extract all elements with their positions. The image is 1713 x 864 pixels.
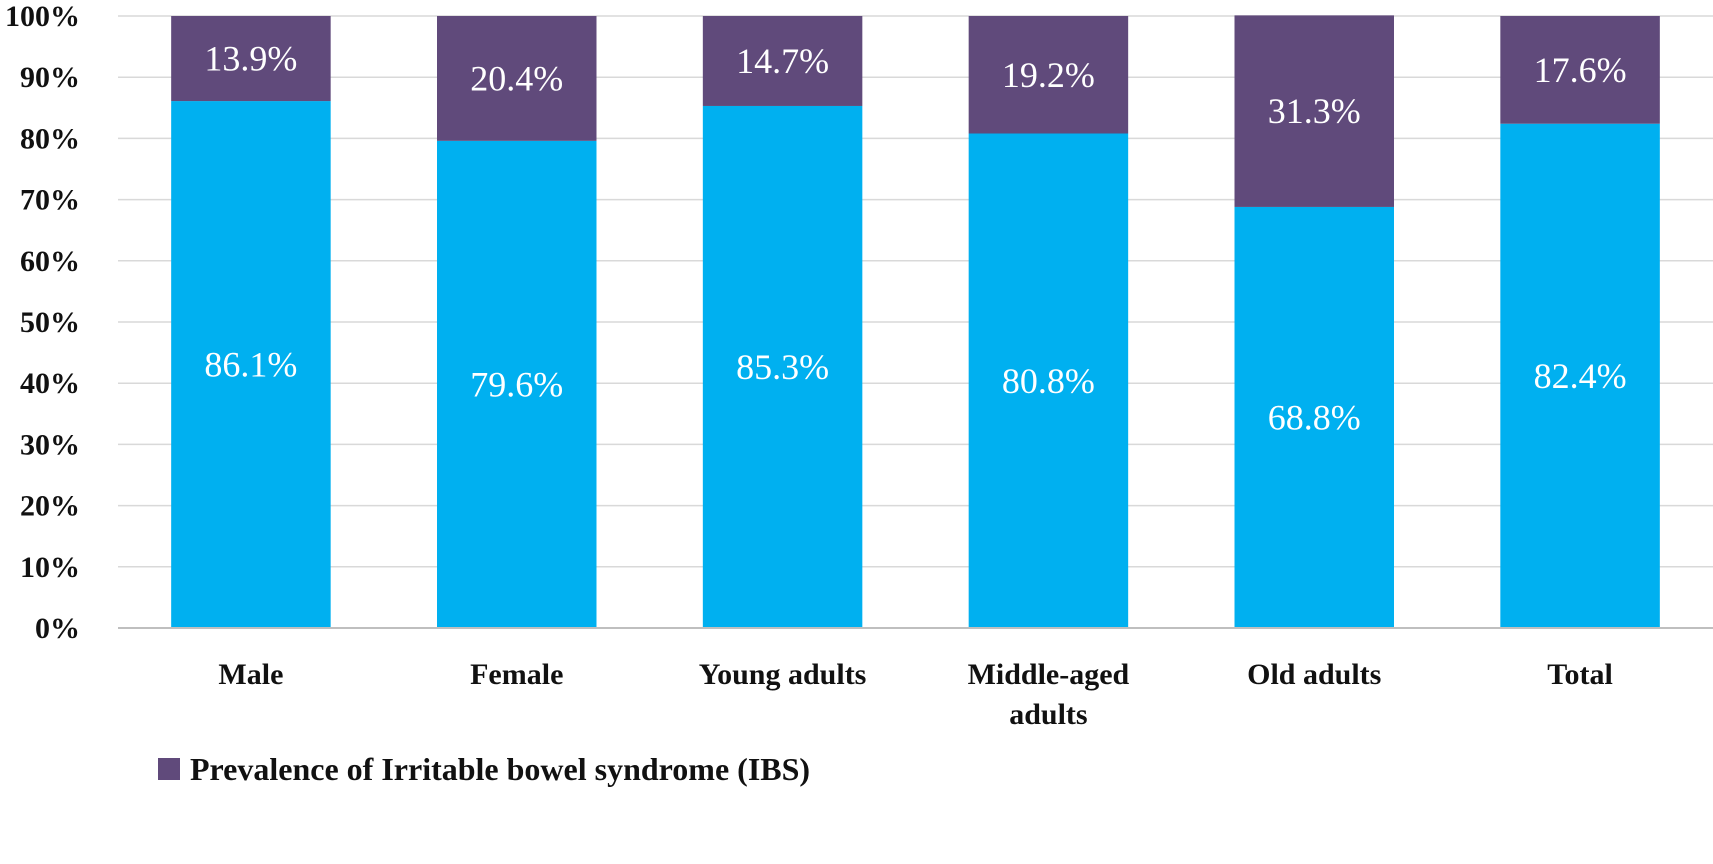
- bar-segment-series-1: [1500, 123, 1660, 628]
- x-axis-tick-labels: Male Female Young adults Middle-aged adults O…: [218, 658, 1612, 731]
- y-tick-label: 80%: [20, 122, 80, 155]
- bar-segment-series-2: [437, 16, 597, 141]
- legend-swatch-ibs: [158, 758, 180, 780]
- x-tick-label: Old adults: [1247, 658, 1381, 691]
- gridlines: [118, 15, 1713, 568]
- y-tick-label: 30%: [20, 428, 80, 461]
- bar-value-label: 68.8%: [1268, 397, 1361, 437]
- y-tick-label: 0%: [35, 612, 80, 645]
- bar-segment-series-1: [1234, 206, 1394, 628]
- bar-value-label: 80.8%: [1002, 361, 1095, 401]
- y-tick-label: 60%: [20, 245, 80, 278]
- bar-value-label: 13.9%: [204, 39, 297, 79]
- bar-segment-series-1: [968, 133, 1129, 628]
- legend-label-ibs: Prevalence of Irritable bowel syndrome (…: [190, 751, 810, 787]
- bar-segment-series-1: [437, 140, 597, 628]
- bars: [171, 15, 1660, 629]
- legend: Prevalence of Irritable bowel syndrome (…: [158, 751, 810, 787]
- y-tick-label: 50%: [20, 306, 80, 339]
- bar-segment-series-2: [702, 16, 863, 106]
- bar-segment-series-2: [968, 16, 1129, 134]
- x-tick-label: Total: [1547, 658, 1613, 691]
- bar-segment-series-2: [171, 16, 331, 102]
- x-tick-label: Male: [218, 658, 283, 691]
- x-tick-label: Female: [470, 658, 563, 691]
- bar-value-label: 31.3%: [1268, 91, 1361, 131]
- y-tick-label: 90%: [20, 61, 80, 94]
- bar-value-label: 82.4%: [1534, 356, 1627, 396]
- y-tick-label: 70%: [20, 184, 80, 217]
- bar-value-label: 86.1%: [204, 345, 297, 385]
- bar-value-label: 19.2%: [1002, 55, 1095, 95]
- bar-segment-series-2: [1234, 15, 1394, 207]
- bar-value-label: 17.6%: [1534, 50, 1627, 90]
- bar-value-labels: 86.1% 13.9% 79.6% 20.4% 85.3% 14.7% 80.8% 19.2%…: [204, 39, 1626, 438]
- y-tick-label: 10%: [20, 551, 80, 584]
- bar-value-label: 85.3%: [736, 347, 829, 387]
- y-tick-label: 100%: [5, 0, 80, 33]
- bar-value-label: 14.7%: [736, 41, 829, 81]
- bar-value-label: 20.4%: [470, 58, 563, 98]
- bar-value-label: 79.6%: [470, 364, 563, 404]
- bar-segment-series-1: [702, 105, 863, 629]
- x-tick-label: Young adults: [699, 658, 867, 691]
- y-tick-label: 20%: [20, 490, 80, 523]
- bar-segment-series-1: [171, 101, 331, 629]
- bar-segment-series-2: [1500, 16, 1660, 124]
- y-axis-tick-labels: 0% 10% 20% 30% 40% 50% 60% 70% 80% 90% 100%: [5, 0, 80, 645]
- y-tick-label: 40%: [20, 367, 80, 400]
- x-tick-label: Middle-aged adults: [968, 658, 1130, 731]
